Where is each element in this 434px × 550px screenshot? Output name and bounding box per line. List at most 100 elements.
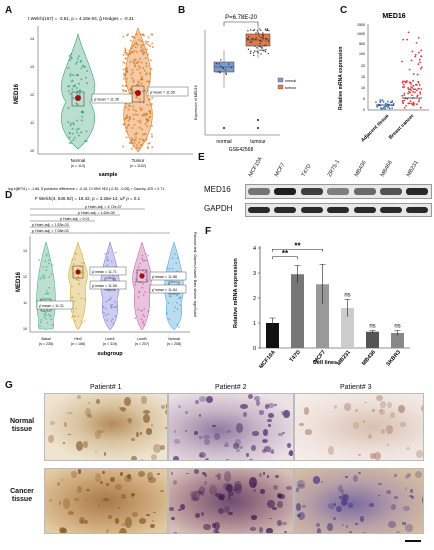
med16-band	[353, 188, 376, 195]
svg-text:μ̂ mean = 11.71: μ̂ mean = 11.71	[92, 270, 117, 274]
lane-label-mb231: MB231	[406, 159, 421, 178]
normal-mean-dot	[75, 95, 81, 101]
lane-label-t47d: T47D	[300, 163, 313, 178]
tumor-mean-dot	[135, 90, 141, 96]
panel-c-ylabel: Relative mRNA expression	[338, 47, 344, 110]
svg-text:Her2: Her2	[74, 337, 82, 341]
svg-text:μ̂ mean = 11.21: μ̂ mean = 11.21	[39, 304, 64, 308]
f-ytick-label: 4	[253, 246, 256, 252]
error-bar	[344, 298, 351, 317]
svg-text:(n = 319): (n = 319)	[103, 342, 117, 346]
med16-band-strip	[245, 184, 432, 199]
tumor-points	[122, 33, 154, 150]
panel-c-letter: C	[340, 5, 348, 16]
panel-c-title: MED16	[382, 13, 405, 20]
panel-a-stats: t Welch(157) = -3.61, p = 4.18e-04, ĝ He…	[28, 16, 134, 21]
lane-label-zr75-1: ZR75-1	[326, 159, 342, 178]
svg-text:11: 11	[23, 301, 27, 305]
histology-cancer-patient-1	[44, 468, 168, 534]
f-xtick-label: MB436	[361, 349, 377, 366]
sig-label: ns	[369, 324, 375, 330]
svg-text:LumA: LumA	[105, 337, 115, 341]
svg-text:μ̂ mean = 11.54: μ̂ mean = 11.54	[152, 288, 177, 292]
med16-band	[274, 188, 297, 195]
svg-text:μ̂ mean = 11.55: μ̂ mean = 11.55	[92, 284, 117, 288]
panel-a-footer: log e(BF01) = -1.66, δ̂ posterior differ…	[8, 187, 164, 191]
histology-cancer-patient-3	[294, 468, 424, 534]
svg-text:14: 14	[30, 37, 34, 41]
panel-a-letter: A	[5, 5, 13, 16]
panel-b-xlabel: GSE42568	[229, 147, 254, 153]
svg-text:p Holm-adj. = 7.08e-03: p Holm-adj. = 7.08e-03	[32, 229, 69, 233]
med16-band	[248, 188, 270, 195]
patient-3-label: Patient# 3	[340, 384, 372, 391]
med16-band	[300, 188, 323, 195]
svg-text:Normal: Normal	[168, 337, 180, 341]
patient-1-label: Patient# 1	[90, 384, 122, 391]
gapdh-band-strip	[245, 203, 432, 217]
panel-d-stats: F Welch(4, 546.92) = 18.42, p = 3.26e-14…	[35, 196, 141, 201]
svg-text:10: 10	[30, 149, 34, 153]
svg-text:p Holm-adj. = 1.62e-05: p Holm-adj. = 1.62e-05	[78, 211, 115, 215]
svg-text:15: 15	[361, 75, 365, 79]
panel-b-ylabel: Expression of MED16	[194, 85, 198, 120]
lane-label-mb436: MB436	[353, 159, 368, 178]
panel-a-ylabel: MED16	[14, 83, 20, 104]
adjacent-points	[375, 99, 395, 110]
svg-text:(n = 113): (n = 113)	[71, 164, 85, 168]
panel-c-dot-plot: MED16 Relative mRNA expression 0 5 10 15…	[338, 13, 429, 144]
row-label-normal: Normal tissue	[9, 418, 35, 433]
f-xtick-label: SKBR3	[385, 349, 402, 367]
med16-band	[380, 188, 402, 195]
western-blot: MCF10A MCF7 T47D ZR75-1 MB436 MB468 MB231 MED1…	[200, 150, 434, 220]
normal-mean-label: μ̂ mean = 11.36	[94, 98, 119, 102]
f-xtick-label: MB231	[336, 349, 352, 366]
error-bar	[369, 330, 376, 333]
svg-text:13: 13	[30, 65, 34, 69]
gapdh-band	[327, 207, 350, 213]
gapdh-band	[274, 207, 297, 213]
bar-mcf7	[316, 284, 329, 348]
panel-d-letter: D	[5, 190, 13, 201]
bar-skbr3	[391, 333, 404, 348]
f-ytick-label: 1	[253, 321, 256, 327]
bar-t47d	[291, 274, 304, 348]
gapdh-band	[300, 207, 323, 213]
lane-label-mb468: MB468	[379, 159, 394, 178]
svg-text:10: 10	[361, 86, 365, 90]
panel-b-pvalue: P=6.78E-20	[225, 15, 258, 21]
f-xtick-label: T47D	[289, 349, 302, 363]
error-bar	[294, 265, 301, 283]
panel-g-letter: G	[5, 380, 13, 391]
svg-text:5: 5	[363, 97, 365, 101]
panel-c-yticks: 0 5 10 15 20 100 500 1000 1500	[357, 23, 365, 112]
svg-text:(n = 208): (n = 208)	[167, 342, 181, 346]
legend-normal: normal	[285, 79, 296, 83]
svg-text:Basal: Basal	[42, 337, 51, 341]
tumour-points-b	[246, 28, 270, 57]
panel-a-violin-plot: t Welch(157) = -3.61, p = 4.18e-04, ĝ He…	[8, 16, 193, 191]
histology-cancer-patient-2	[168, 468, 294, 534]
panel-a-yticks: 10 11 12 13 14	[30, 37, 34, 153]
pvalue-brackets: p Holm-adj. = 4.72e-07 p Holm-adj. = 1.6…	[30, 205, 170, 234]
normal-points-b	[215, 59, 232, 75]
svg-text:100: 100	[359, 52, 365, 56]
histology-normal-patient-2	[168, 393, 294, 461]
svg-text:p Holm-adj. = 0.01: p Holm-adj. = 0.01	[60, 217, 89, 221]
svg-text:1000: 1000	[357, 32, 365, 36]
panel-f-xlabel: Cell lines	[313, 360, 337, 366]
med16-band	[406, 188, 429, 195]
sig-label-mcf7: **	[294, 242, 301, 251]
svg-text:normal: normal	[216, 139, 231, 145]
svg-text:(n = 1102): (n = 1102)	[130, 164, 146, 168]
gapdh-band	[380, 207, 402, 213]
band-label-gapdh: GAPDH	[204, 204, 233, 213]
bar-mcf10a	[266, 323, 279, 348]
lane-label-mcf10a: MCF10A	[247, 156, 264, 178]
f-xtick-label: MCF10A	[258, 349, 277, 368]
svg-text:p Holm-adj. = 4.72e-07: p Holm-adj. = 4.72e-07	[85, 205, 122, 209]
panel-d-yticks: 10 11 12 13	[23, 249, 27, 331]
panel-b-letter: B	[178, 5, 186, 16]
panel-b-box-plot: P=6.78E-20 Expression of MED16 normal tu…	[194, 15, 297, 153]
group-tumor-label: Tumor	[132, 158, 145, 163]
